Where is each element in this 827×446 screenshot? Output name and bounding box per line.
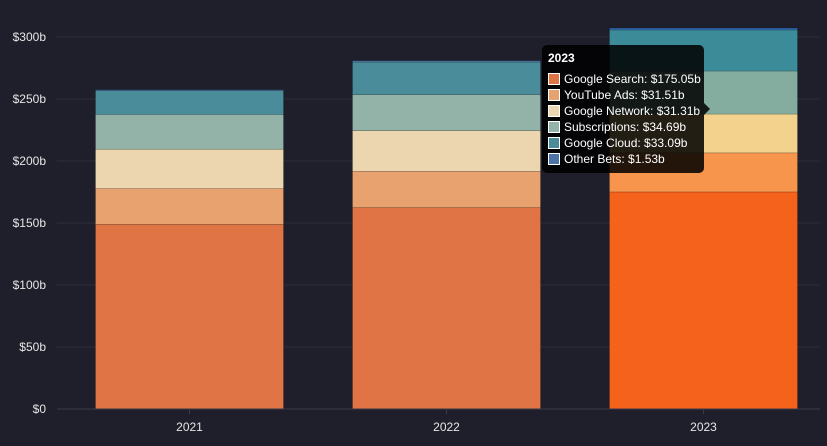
y-tick-label: $250b	[13, 92, 47, 106]
bar-segment-google-cloud[interactable]	[352, 61, 541, 95]
tooltip-row: Subscriptions: $34.69b	[548, 119, 698, 135]
bar-segment-other-bets[interactable]	[352, 60, 541, 63]
tooltip-row: Google Cloud: $33.09b	[548, 135, 698, 151]
bar-segment-google-search[interactable]	[95, 224, 284, 410]
tooltip-swatch-google-cloud	[548, 137, 560, 149]
y-tick-label: $0	[33, 402, 47, 416]
tooltip-label: Other Bets: $1.53b	[564, 152, 665, 166]
tooltip-swatch-google-network	[548, 105, 560, 117]
axes: $0 $50b $100b $150b $200b $250b $300b 2021 2022 2…	[13, 30, 820, 434]
y-tick-label: $150b	[13, 216, 47, 230]
bar-segment-other-bets[interactable]	[609, 27, 798, 31]
bar-segment-youtube-ads[interactable]	[352, 171, 541, 208]
bar-segment-google-network[interactable]	[95, 148, 284, 189]
chart-tooltip: 2023 Google Search: $175.05b YouTube Ads…	[542, 45, 710, 173]
bar-segment-subscriptions[interactable]	[352, 94, 541, 131]
y-tick-label: $200b	[13, 154, 47, 168]
bar-segment-subscriptions[interactable]	[95, 114, 284, 150]
tooltip-swatch-other-bets	[548, 153, 560, 165]
tooltip-label: Subscriptions: $34.69b	[564, 120, 687, 134]
tooltip-row: Other Bets: $1.53b	[548, 151, 698, 167]
bar-segment-other-bets[interactable]	[95, 89, 284, 91]
tooltip-label: YouTube Ads: $31.51b	[564, 88, 685, 102]
tooltip-row: Google Network: $31.31b	[548, 103, 701, 119]
x-tick-label: 2022	[433, 420, 460, 434]
y-tick-label: $100b	[13, 278, 47, 292]
bar-segment-google-network[interactable]	[352, 130, 541, 172]
bars[interactable]	[95, 27, 798, 410]
y-tick-label: $300b	[13, 30, 47, 44]
bar-segment-google-search[interactable]	[352, 207, 541, 410]
tooltip-label: Google Search: $175.05b	[564, 72, 701, 86]
tooltip-title: 2023	[548, 51, 575, 65]
bar-segment-google-search[interactable]	[609, 191, 798, 410]
tooltip-swatch-google-search	[548, 73, 560, 85]
tooltip-swatch-subscriptions	[548, 121, 560, 133]
y-tick-label: $50b	[19, 340, 46, 354]
tooltip-row: YouTube Ads: $31.51b	[548, 87, 698, 103]
tooltip-swatch-youtube-ads	[548, 89, 560, 101]
bar-segment-youtube-ads[interactable]	[95, 188, 284, 225]
tooltip-row: Google Search: $175.05b	[548, 71, 701, 87]
x-tick-label: 2021	[176, 420, 203, 434]
x-tick-label: 2023	[690, 420, 717, 434]
bar-segment-google-cloud[interactable]	[95, 90, 284, 115]
tooltip-label: Google Cloud: $33.09b	[564, 136, 688, 150]
tooltip-label: Google Network: $31.31b	[564, 104, 701, 118]
